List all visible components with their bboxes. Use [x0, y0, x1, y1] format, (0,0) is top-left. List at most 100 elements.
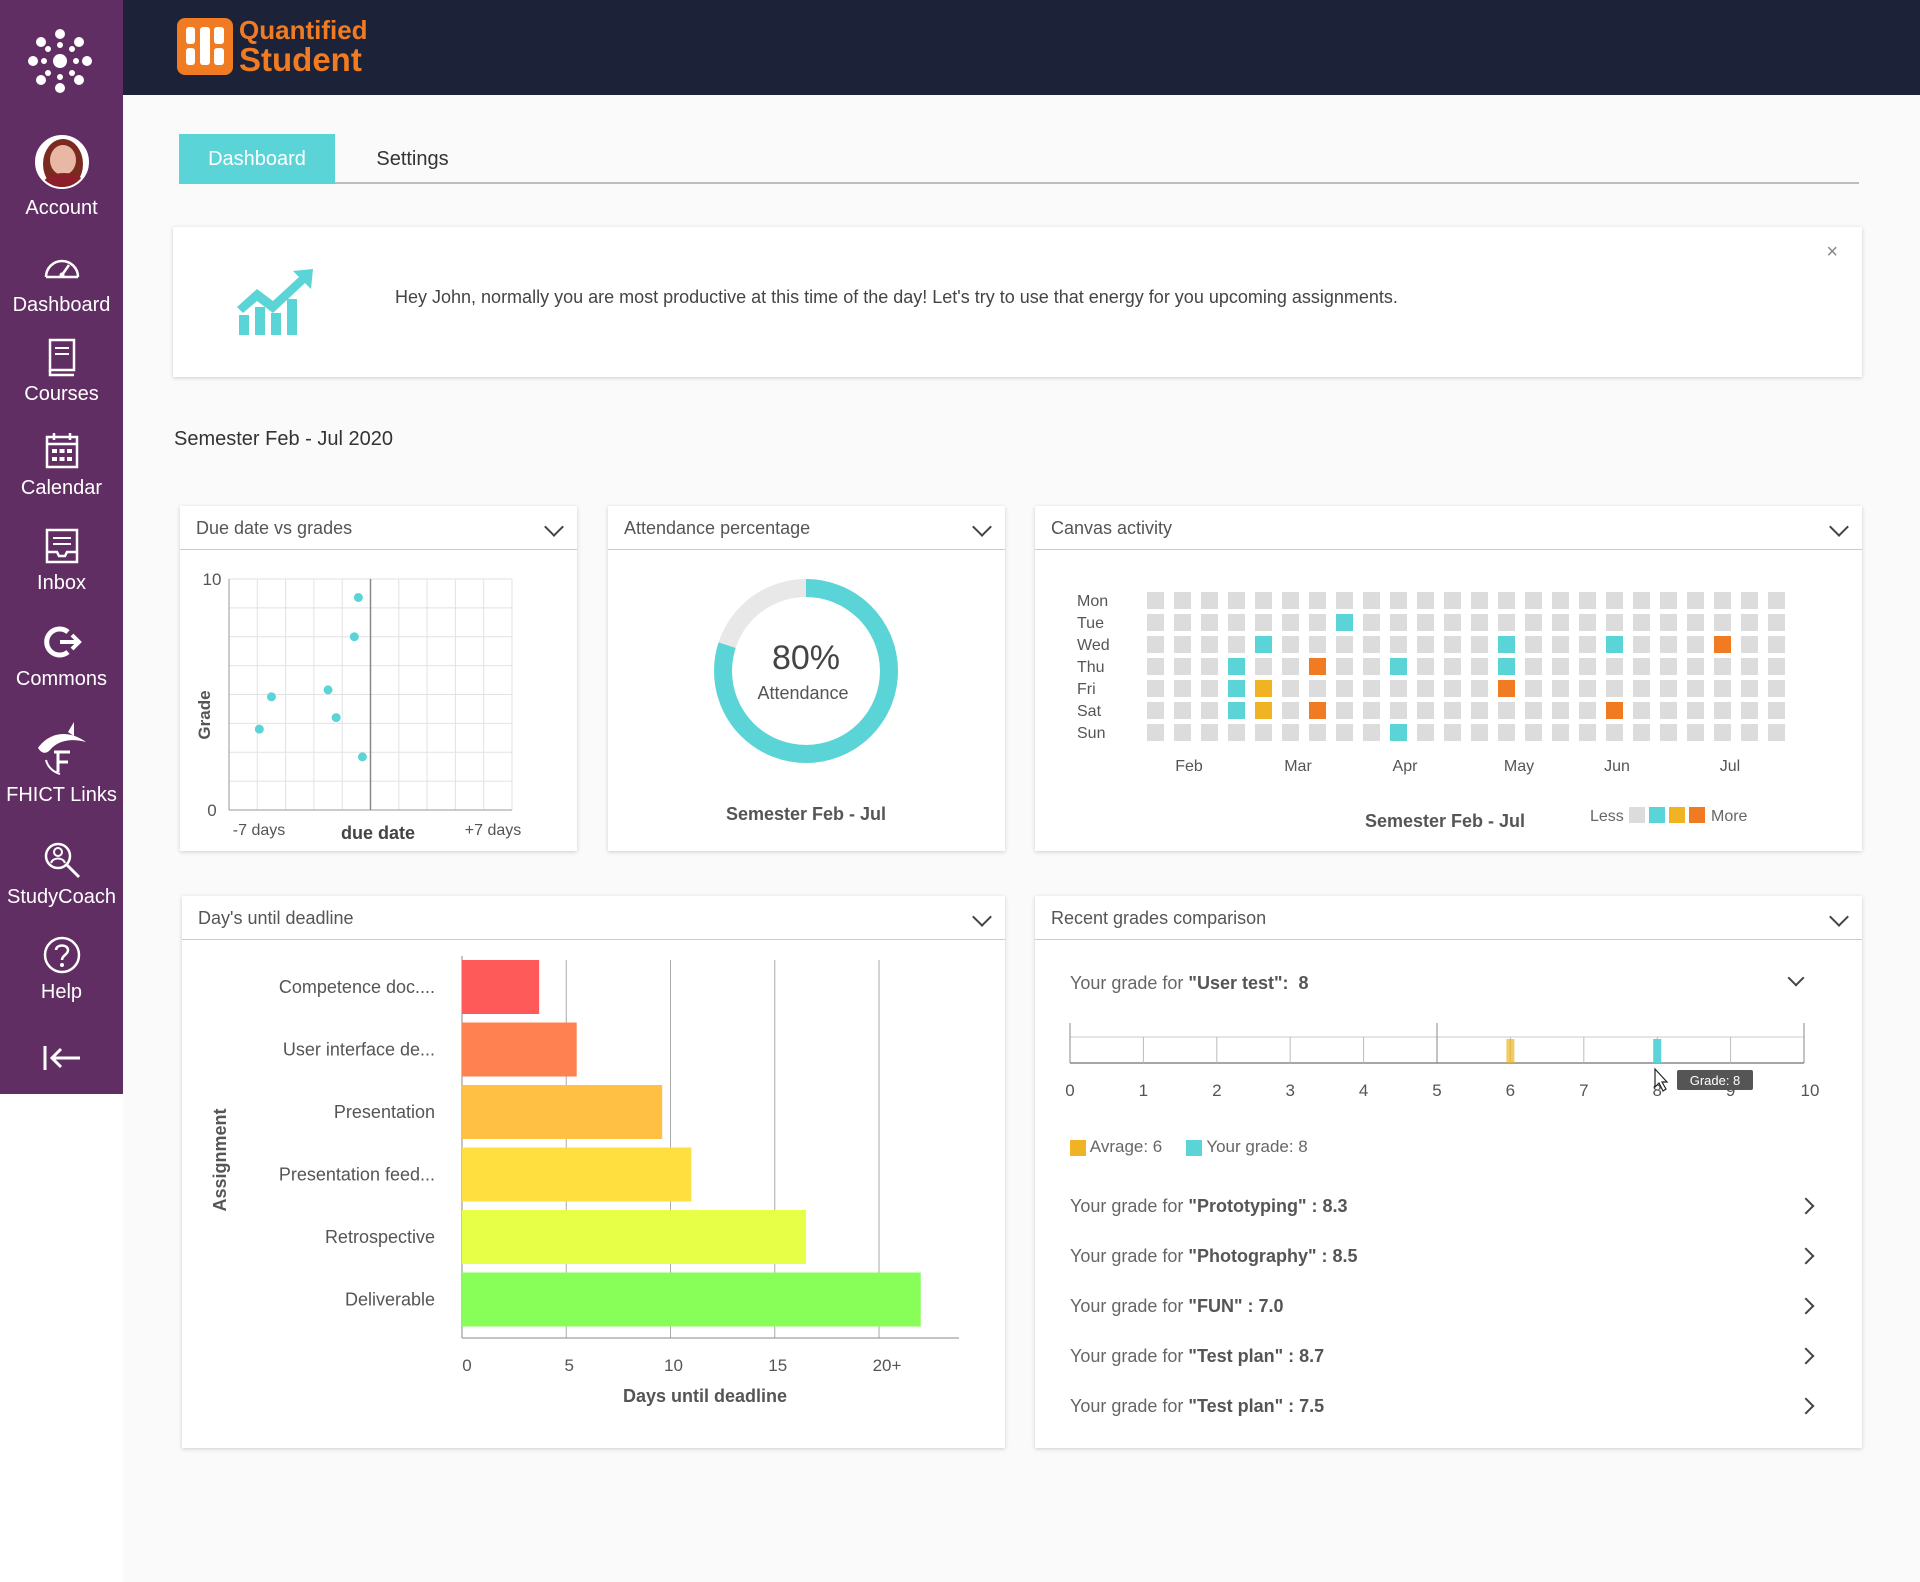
- deadline-header[interactable]: Day's until deadline: [182, 896, 1005, 940]
- heatmap-cell: [1417, 658, 1434, 675]
- grade-row[interactable]: Your grade for "Test plan" : 8.7: [1070, 1346, 1324, 1367]
- heatmap-cell: [1147, 592, 1164, 609]
- chevron-down-icon[interactable]: [1829, 517, 1849, 537]
- heatmap-cell: [1552, 702, 1569, 719]
- grade-row-course: "Prototyping": [1188, 1196, 1307, 1216]
- chevron-down-icon[interactable]: [544, 517, 564, 537]
- grade-row-course: "Test plan": [1188, 1396, 1284, 1416]
- grade-row-course: "Test plan": [1188, 1346, 1284, 1366]
- attendance-card: Attendance percentage 80% Attendance Sem…: [608, 506, 1005, 851]
- chevron-right-icon[interactable]: [1797, 1247, 1815, 1265]
- nav-fhict-links[interactable]: FHICT Links: [0, 720, 123, 807]
- deadline-bar: [462, 1022, 577, 1077]
- grade-main-row[interactable]: Your grade for "User test": 8: [1070, 973, 1309, 994]
- grade-row-prefix: Your grade for: [1070, 1296, 1189, 1316]
- heatmap-cell: [1201, 636, 1218, 653]
- tab-settings[interactable]: Settings: [376, 148, 449, 170]
- heatmap-cell: [1741, 724, 1758, 741]
- nav-account[interactable]: Account: [0, 135, 123, 220]
- heatmap-cell: [1228, 724, 1245, 741]
- recent-grades-header[interactable]: Recent grades comparison: [1035, 896, 1862, 940]
- month-label: Apr: [1393, 758, 1419, 775]
- attendance-header[interactable]: Attendance percentage: [608, 506, 1005, 550]
- heatmap-cell: [1201, 592, 1218, 609]
- grade-row-prefix: Your grade for: [1070, 1396, 1189, 1416]
- heatmap-cell: [1390, 680, 1407, 697]
- heatmap-cell: [1660, 702, 1677, 719]
- quantified-student-logo[interactable]: Quantified Student: [177, 17, 368, 76]
- attendance-title: Attendance percentage: [624, 518, 811, 538]
- heatmap-cell: [1336, 592, 1353, 609]
- grade-row[interactable]: Your grade for "Prototyping" : 8.3: [1070, 1196, 1348, 1217]
- day-label: Thu: [1077, 659, 1105, 676]
- grade-tooltip: [1677, 1070, 1753, 1090]
- heatmap-cell: [1525, 680, 1542, 697]
- heatmap-cell: [1579, 614, 1596, 631]
- grade-row[interactable]: Your grade for "FUN" : 7.0: [1070, 1296, 1284, 1317]
- heatmap-cell: [1471, 614, 1488, 631]
- canvas-activity-footer: Semester Feb - Jul: [1365, 811, 1525, 831]
- heatmap-cell: [1228, 636, 1245, 653]
- nav-studycoach[interactable]: StudyCoach: [0, 840, 123, 909]
- help-icon: [43, 936, 80, 974]
- grade-row-prefix: Your grade for: [1070, 1246, 1189, 1266]
- chevron-down-icon[interactable]: [1829, 907, 1849, 927]
- heatmap-cell: [1282, 658, 1299, 675]
- chevron-right-icon[interactable]: [1797, 1347, 1815, 1365]
- due-date-grades-header[interactable]: Due date vs grades: [180, 506, 577, 550]
- heatmap-cell: [1363, 680, 1380, 697]
- heatmap-cell: [1633, 724, 1650, 741]
- heatmap-cell: [1390, 636, 1407, 653]
- heatmap-cell: [1606, 614, 1623, 631]
- nav-dashboard[interactable]: Dashboard: [0, 248, 123, 317]
- nav-inbox[interactable]: Inbox: [0, 526, 123, 595]
- nav-calendar[interactable]: Calendar: [0, 431, 123, 500]
- x-tick-label: 0: [462, 1356, 471, 1375]
- heatmap-cell: [1147, 724, 1164, 741]
- collapse-nav-icon[interactable]: [42, 1043, 82, 1073]
- nav-help[interactable]: Help: [0, 935, 123, 1004]
- nav-courses[interactable]: Courses: [0, 337, 123, 406]
- nav-commons[interactable]: Commons: [0, 622, 123, 691]
- chevron-right-icon[interactable]: [1797, 1397, 1815, 1415]
- heatmap-cell: [1579, 636, 1596, 653]
- heatmap-cell: [1525, 592, 1542, 609]
- heatmap-cell: [1633, 614, 1650, 631]
- attendance-footer: Semester Feb - Jul: [726, 804, 886, 824]
- attendance-percent: 80%: [772, 639, 840, 677]
- chevron-right-icon[interactable]: [1797, 1197, 1815, 1215]
- grade-row[interactable]: Your grade for "Test plan" : 7.5: [1070, 1396, 1324, 1417]
- heatmap-cell: [1498, 658, 1515, 675]
- heatmap-cell: [1687, 724, 1704, 741]
- heatmap-cell: [1228, 658, 1245, 675]
- chevron-down-icon[interactable]: [972, 907, 992, 927]
- heatmap-cell: [1552, 680, 1569, 697]
- heatmap-cell: [1363, 724, 1380, 741]
- deadline-bar: [462, 960, 540, 1014]
- heatmap-cell: [1444, 592, 1461, 609]
- scatter-ylabel: Grade: [195, 690, 214, 739]
- notice-close-button[interactable]: ×: [1826, 241, 1838, 263]
- scatter-xlabel: due date: [341, 823, 415, 843]
- month-label: Feb: [1175, 758, 1203, 775]
- search-person-icon: [44, 842, 80, 879]
- grade-row[interactable]: Your grade for "Photography" : 8.5: [1070, 1246, 1358, 1267]
- x-tick-label: 10: [664, 1356, 683, 1375]
- heatmap-cell: [1444, 724, 1461, 741]
- chevron-down-icon[interactable]: [1787, 969, 1805, 987]
- canvas-logo-icon[interactable]: [27, 28, 93, 94]
- tab-dashboard[interactable]: Dashboard: [179, 134, 335, 184]
- grade-tick-label: 1: [1139, 1081, 1148, 1100]
- heatmap-cell: [1309, 592, 1326, 609]
- grade-main-sep: :: [1282, 973, 1289, 993]
- canvas-activity-header[interactable]: Canvas activity: [1035, 506, 1862, 550]
- heatmap-cell: [1255, 592, 1272, 609]
- heatmap-cell: [1660, 592, 1677, 609]
- heatmap-cell: [1714, 724, 1731, 741]
- chevron-right-icon[interactable]: [1797, 1297, 1815, 1315]
- deadline-bar: [462, 1085, 663, 1139]
- heatmap-cell: [1606, 702, 1623, 719]
- legend-your-grade-swatch: [1185, 1139, 1202, 1156]
- chevron-down-icon[interactable]: [972, 517, 992, 537]
